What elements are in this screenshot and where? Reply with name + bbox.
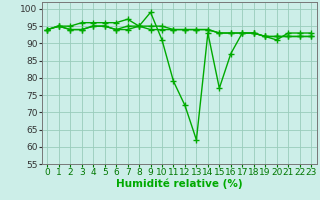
X-axis label: Humidité relative (%): Humidité relative (%) [116, 179, 243, 189]
